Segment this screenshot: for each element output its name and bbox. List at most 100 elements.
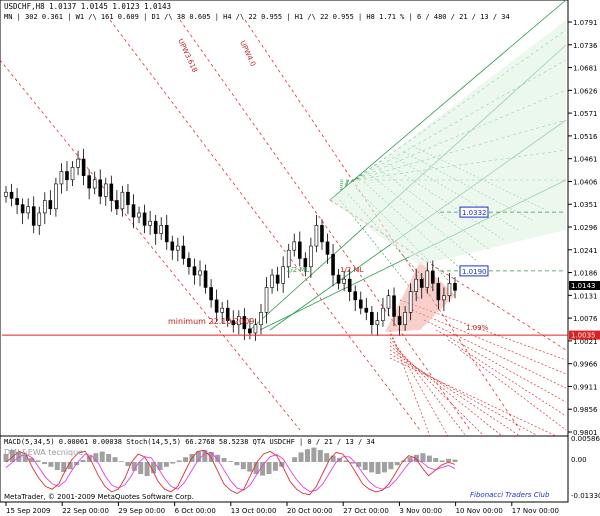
candle-body	[70, 167, 75, 181]
macd-bar	[234, 462, 240, 466]
candle-body	[98, 179, 103, 197]
candle-body	[292, 241, 297, 251]
down-fan-ray	[389, 349, 521, 437]
price-tick-label: 1.0681	[573, 65, 598, 73]
macd-bar	[22, 454, 28, 462]
macd-bar	[349, 462, 355, 464]
macd-bar	[426, 455, 432, 462]
candle-body	[26, 206, 30, 214]
candle-body	[170, 241, 175, 251]
candle-body	[264, 287, 269, 313]
candle-body	[198, 270, 202, 276]
candle-body	[126, 191, 130, 205]
price-tick-label: 1.0516	[573, 133, 598, 141]
macd-bar	[356, 462, 362, 467]
minimum-label: minimum 22.10.2009	[168, 317, 254, 326]
macd-bar	[446, 458, 452, 462]
club-label: Fibonacci Traders Club	[470, 491, 550, 499]
macd-bar	[157, 462, 163, 470]
macd-bar	[176, 460, 182, 462]
indicator-tick-top: 0.00586	[571, 435, 600, 443]
time-tick-label: 3 Nov 00:00	[399, 507, 442, 515]
candle-body	[381, 307, 385, 321]
candle-body	[403, 312, 407, 326]
price-tick-label: 0.9911	[573, 383, 598, 391]
macd-bar	[138, 462, 144, 474]
candle-body	[115, 200, 119, 210]
candle-body	[214, 299, 219, 313]
candle-body	[153, 220, 158, 234]
macd-bar	[375, 462, 381, 474]
macd-bar	[163, 462, 169, 467]
candle-body	[220, 307, 224, 313]
candle-body	[76, 158, 80, 168]
macd-bar	[388, 462, 394, 470]
macd-bar	[324, 453, 330, 462]
down-fan-ray	[389, 333, 449, 437]
candle-body	[176, 245, 180, 251]
stoch-signal-line	[5, 452, 456, 492]
candle-body	[37, 212, 42, 226]
down-parallel	[447, 339, 567, 417]
candle-body	[148, 220, 152, 226]
price-tick-label: 1.0571	[573, 110, 598, 118]
half-ml-red-label: 1/2 ML	[340, 266, 364, 274]
down-fan-ray	[389, 353, 539, 437]
down-fan-line	[109, 19, 421, 431]
level-box	[459, 265, 489, 277]
macd-bar	[272, 462, 278, 471]
macd-bar	[253, 462, 259, 474]
macd-bar	[247, 462, 253, 472]
time-tick-label: 20 Oct 00:00	[287, 507, 333, 515]
candle-body	[159, 225, 164, 234]
price-tick-label: 1.0076	[573, 315, 598, 323]
macd-bar	[292, 457, 298, 462]
time-tick-label: 6 Oct 00:00	[175, 507, 216, 515]
candle-body	[137, 212, 141, 218]
candle-body	[309, 245, 313, 268]
candle-body	[4, 191, 8, 197]
indicator-watermark: DML&EWA tecnique	[4, 448, 83, 457]
macd-bar	[131, 462, 137, 471]
price-tick-label: 1.0406	[573, 178, 598, 186]
candle-body	[364, 307, 369, 313]
macd-bar	[151, 462, 157, 474]
candle-body	[375, 320, 380, 326]
candle-body	[242, 316, 247, 330]
macd-bar	[452, 459, 458, 462]
time-tick-label: 29 Sep 00:00	[118, 507, 165, 515]
macd-bar	[118, 461, 124, 462]
down-fan-lines	[0, 19, 567, 437]
percent-label: 1.09%	[466, 324, 489, 332]
indicator-tick-bottom: -0.01330	[571, 492, 600, 500]
down-fan-ray	[389, 329, 431, 437]
macd-bar	[311, 447, 317, 462]
macd-bar	[304, 449, 310, 462]
macd-bar	[61, 462, 67, 472]
current-price-label: 1.0143	[571, 282, 596, 290]
price-tick-label: 1.0351	[573, 201, 598, 209]
down-fan-line	[0, 59, 301, 431]
candle-body	[109, 183, 114, 201]
candle-body	[203, 270, 208, 288]
price-tick-label: 1.0626	[573, 87, 598, 95]
candle-body	[259, 312, 263, 326]
macd-bar	[170, 462, 176, 464]
macd-bar	[48, 462, 54, 467]
current-price-box	[569, 281, 600, 290]
candle-body	[120, 191, 125, 210]
macd-bar	[266, 462, 272, 474]
price-tick-label: 1.0186	[573, 270, 598, 278]
candle-body	[386, 295, 391, 309]
price-tick-label: 1.0461	[573, 156, 598, 164]
stoch-main-line	[5, 449, 456, 496]
candle-body	[59, 171, 64, 185]
candle-body	[414, 278, 418, 292]
down-parallel	[435, 329, 567, 403]
candle-body	[81, 158, 86, 176]
up-pitchfork-channel	[249, 0, 567, 331]
price-tick-label: 1.0791	[573, 19, 598, 27]
price-tick-label: 1.0296	[573, 224, 598, 232]
candle-body	[92, 179, 97, 189]
